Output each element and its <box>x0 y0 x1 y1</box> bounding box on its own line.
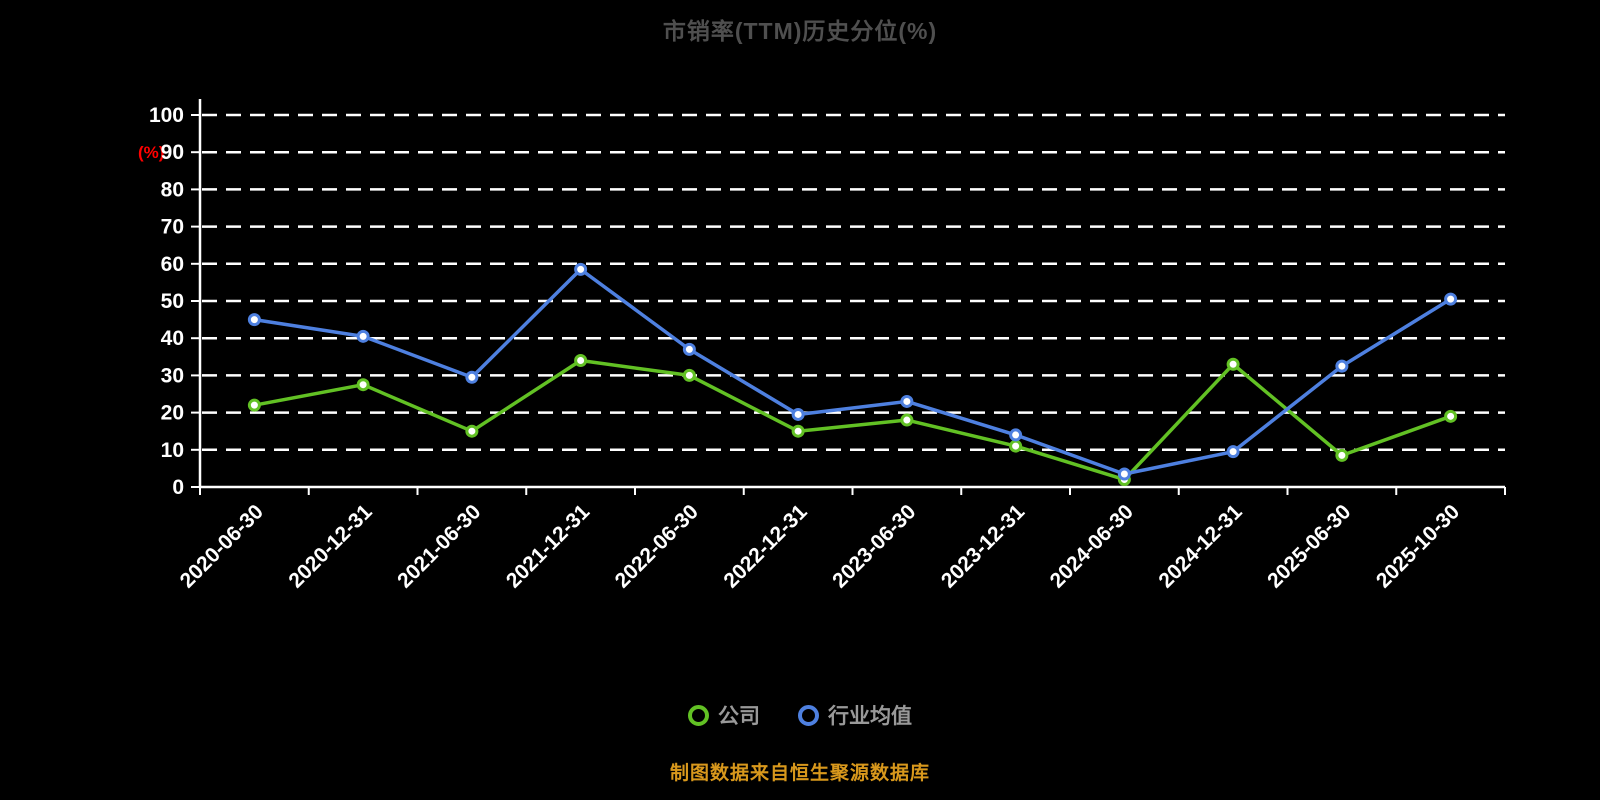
x-tick-label: 2021-12-31 <box>502 500 594 592</box>
data-point[interactable] <box>900 413 914 427</box>
legend-circle-icon <box>798 704 819 726</box>
data-point[interactable] <box>1226 357 1240 371</box>
y-tick-label: 90 <box>161 141 184 164</box>
series-line <box>252 267 1453 476</box>
data-point[interactable] <box>1335 448 1349 462</box>
data-point[interactable] <box>574 262 588 276</box>
legend-item-company[interactable]: 公司 <box>688 700 760 730</box>
data-point[interactable] <box>682 342 696 356</box>
data-point[interactable] <box>1009 428 1023 442</box>
data-point[interactable] <box>1444 292 1458 306</box>
data-point[interactable] <box>1226 445 1240 459</box>
legend-circle-icon <box>688 704 709 726</box>
legend-label: 公司 <box>718 705 760 728</box>
data-point[interactable] <box>465 424 479 438</box>
x-tick-label: 2023-06-30 <box>828 500 920 592</box>
x-tick-label: 2020-12-31 <box>284 500 376 592</box>
legend: 公司 行业均值 <box>0 700 1600 730</box>
y-tick-label: 50 <box>161 290 184 313</box>
data-point[interactable] <box>247 313 261 327</box>
legend-item-industry-average[interactable]: 行业均值 <box>798 700 912 730</box>
x-tick-label: 2025-10-30 <box>1372 500 1464 592</box>
x-tick-label: 2020-06-30 <box>176 500 268 592</box>
data-source-note: 制图数据来自恒生聚源数据库 <box>669 763 930 784</box>
y-tick-label: 30 <box>161 364 184 387</box>
data-point[interactable] <box>791 424 805 438</box>
chart-title: 市销率(TTM)历史分位(%) <box>662 18 938 44</box>
data-point[interactable] <box>900 394 914 408</box>
y-tick-label: 0 <box>172 476 184 499</box>
data-point[interactable] <box>1335 359 1349 373</box>
data-point[interactable] <box>682 368 696 382</box>
x-tick-label: 2024-12-31 <box>1154 500 1246 592</box>
data-point[interactable] <box>574 354 588 368</box>
x-tick-label: 2022-06-30 <box>611 500 703 592</box>
y-tick-label: 80 <box>161 178 184 201</box>
x-tick-label: 2025-06-30 <box>1263 500 1355 592</box>
data-point[interactable] <box>247 398 261 412</box>
x-tick-label: 2024-06-30 <box>1046 500 1138 592</box>
data-point[interactable] <box>356 329 370 343</box>
data-point[interactable] <box>1444 409 1458 423</box>
x-tick-label: 2021-06-30 <box>393 500 485 592</box>
y-tick-label: 70 <box>161 216 184 239</box>
data-point[interactable] <box>356 378 370 392</box>
y-tick-label: 60 <box>161 253 184 276</box>
data-point[interactable] <box>1009 439 1023 453</box>
data-point[interactable] <box>791 407 805 421</box>
y-tick-label: 40 <box>161 327 184 350</box>
x-tick-label: 2022-12-31 <box>719 500 811 592</box>
x-tick-label: 2023-12-31 <box>937 500 1029 592</box>
legend-label: 行业均值 <box>828 705 912 728</box>
line-chart: 0 10 20 30 40 50 60 70 80 90 100 2020-06-30 2020-12-… <box>149 99 1506 592</box>
y-tick-label: 100 <box>149 104 184 127</box>
data-point[interactable] <box>465 370 479 384</box>
data-point[interactable] <box>1117 467 1131 481</box>
y-tick-label: 10 <box>161 439 184 462</box>
y-axis-unit-label: (%) <box>138 143 165 162</box>
y-tick-label: 20 <box>161 402 184 425</box>
series-line <box>252 358 1453 482</box>
